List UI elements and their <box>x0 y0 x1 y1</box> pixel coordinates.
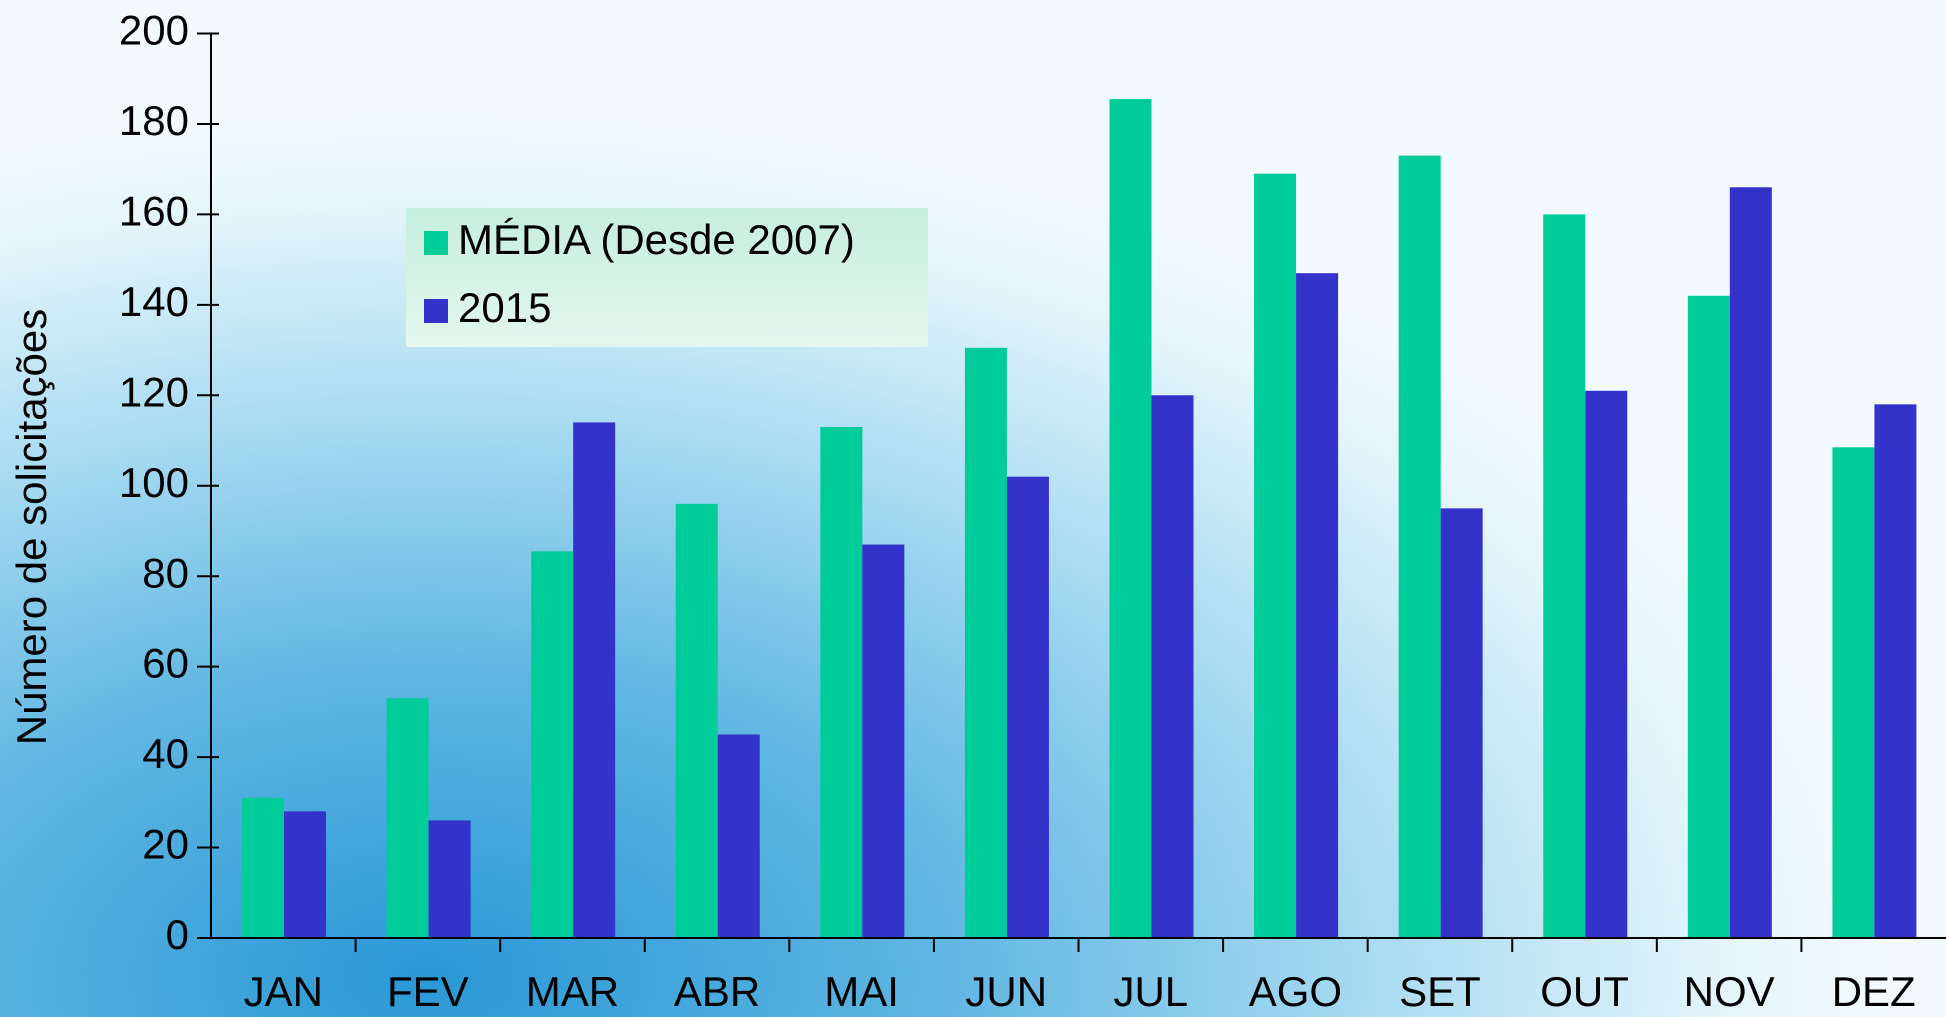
y-tick-label: 20 <box>142 821 189 868</box>
y-tick-label: 100 <box>119 459 189 506</box>
x-tick-label: FEV <box>387 968 469 1015</box>
bar <box>386 698 429 938</box>
y-tick-label: 180 <box>119 97 189 144</box>
bar <box>675 503 718 938</box>
y-tick-label: 0 <box>166 911 189 958</box>
x-tick-label: MAR <box>526 968 619 1015</box>
bar <box>1874 404 1917 939</box>
bar <box>531 551 574 938</box>
x-tick-label: OUT <box>1540 968 1629 1015</box>
bar <box>964 347 1007 939</box>
legend-label: MÉDIA (Desde 2007) <box>458 216 855 263</box>
x-tick-label: JUN <box>965 968 1047 1015</box>
x-tick-label: JUL <box>1113 968 1188 1015</box>
y-axis-label: Número de solicitações <box>8 309 55 746</box>
bar <box>1585 390 1628 939</box>
bar <box>862 544 905 938</box>
bar <box>242 797 284 938</box>
x-tick-label: AGO <box>1249 968 1342 1015</box>
bar <box>284 811 326 938</box>
y-tick-label: 40 <box>142 730 189 777</box>
y-tick-label: 160 <box>119 187 189 234</box>
bar <box>1687 295 1730 938</box>
x-tick-label: ABR <box>674 968 760 1015</box>
bar <box>717 734 760 938</box>
x-tick-label: SET <box>1399 968 1481 1015</box>
bar <box>1296 273 1339 938</box>
x-tick-label: MAI <box>824 968 899 1015</box>
y-tick-label: 200 <box>119 7 189 54</box>
x-tick-label: DEZ <box>1832 968 1916 1015</box>
y-tick-label: 140 <box>119 278 189 325</box>
x-tick-label: NOV <box>1684 968 1775 1015</box>
bar <box>820 426 863 938</box>
legend-swatch <box>424 299 448 323</box>
bar <box>1543 214 1586 938</box>
legend-swatch <box>424 231 448 255</box>
y-tick-label: 120 <box>119 368 189 415</box>
bar <box>1832 447 1875 938</box>
bar <box>1006 476 1049 938</box>
bar <box>1254 173 1297 938</box>
bar <box>1729 187 1772 938</box>
x-tick-label: JAN <box>244 968 323 1015</box>
bar <box>1398 155 1441 939</box>
bar <box>573 422 616 938</box>
y-tick-label: 60 <box>142 640 189 687</box>
bar <box>1109 99 1152 939</box>
bar <box>1151 395 1194 938</box>
bar <box>1440 508 1483 938</box>
legend-label: 2015 <box>458 284 551 331</box>
bar <box>428 820 471 938</box>
legend <box>406 208 928 347</box>
y-tick-label: 80 <box>142 549 189 596</box>
